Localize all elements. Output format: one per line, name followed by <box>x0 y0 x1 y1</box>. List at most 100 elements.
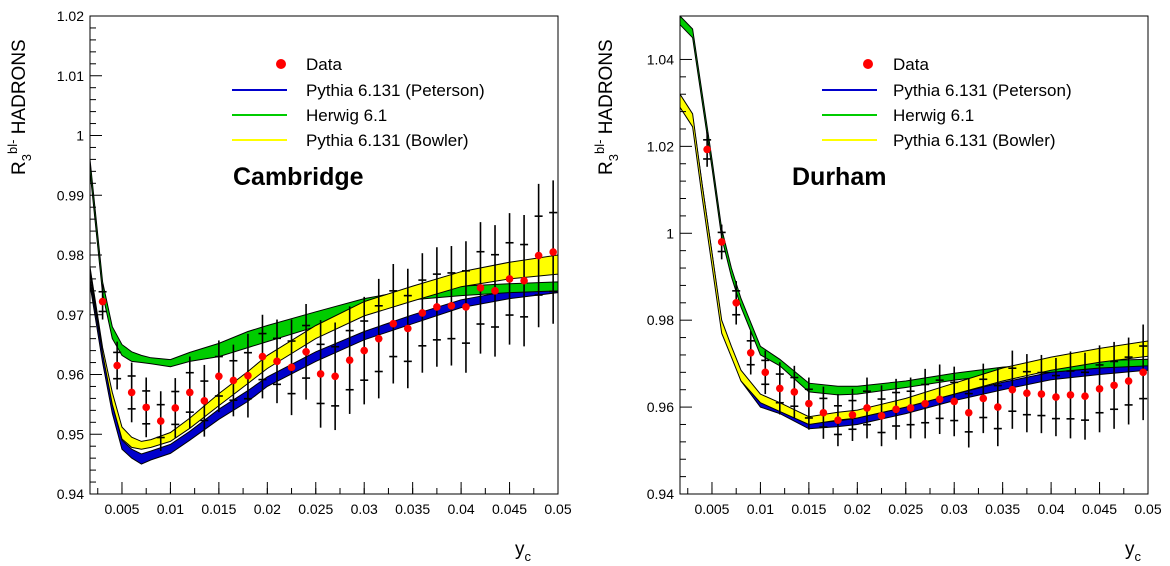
legend-label-peterson: Pythia 6.131 (Peterson) <box>893 81 1072 100</box>
x-tick-label: 0.01 <box>747 501 774 517</box>
data-point <box>461 241 470 373</box>
data-point <box>476 222 485 354</box>
band-herwig <box>90 159 558 368</box>
data-point <box>1066 351 1075 439</box>
x-tick-label: 0.01 <box>157 501 184 517</box>
legend-data-marker <box>276 59 286 69</box>
y-tick-label: 0.96 <box>647 399 674 415</box>
data-point <box>819 386 828 439</box>
x-tick-label: 0.035 <box>395 501 430 517</box>
axis-ticks: 0.005 0.01 0.015 0.02 0.025 0.03 0.035 0.04 0.04… <box>57 8 572 517</box>
y-tick-label: 0.94 <box>647 486 674 502</box>
data-point <box>717 224 726 260</box>
data-point <box>258 314 267 399</box>
y-axis-label: R3bl- HADRONS <box>592 39 621 175</box>
data-point <box>403 268 412 389</box>
x-tick-label: 0.05 <box>1134 501 1161 517</box>
band-pythia-peterson <box>90 278 558 465</box>
x-tick-label: 0.02 <box>844 501 871 517</box>
data-point <box>316 320 325 428</box>
data-point <box>950 366 959 437</box>
data-point <box>432 247 441 367</box>
data-point <box>127 362 136 423</box>
legend-label-data: Data <box>893 55 929 74</box>
data-point <box>804 377 813 430</box>
durham-panel: 0.005 0.01 0.015 0.02 0.025 0.03 0.035 0.04 0.04… <box>592 15 1162 564</box>
data-point <box>1008 350 1017 429</box>
data-point <box>892 378 901 440</box>
y-tick-label: 0.95 <box>57 426 84 442</box>
legend-label-data: Data <box>306 55 342 74</box>
y-tick-label: 0.96 <box>57 367 84 383</box>
x-tick-label: 0.015 <box>791 501 826 517</box>
data-point <box>1124 337 1133 425</box>
cambridge-panel: 0.005 0.01 0.015 0.02 0.025 0.03 0.035 0.04 0.04… <box>5 8 572 564</box>
x-tick-label: 0.035 <box>985 501 1020 517</box>
data-point <box>964 377 973 448</box>
data-point <box>520 214 529 347</box>
y-tick-label: 0.97 <box>57 307 84 323</box>
data-point <box>374 278 383 399</box>
chart-title: Durham <box>792 163 886 191</box>
x-tick-label: 0.045 <box>1082 501 1117 517</box>
y-tick-label: 0.94 <box>57 486 84 502</box>
data-point <box>491 225 500 357</box>
x-tick-label: 0.025 <box>298 501 333 517</box>
data-point <box>98 283 107 320</box>
mc-bands <box>90 159 558 465</box>
data-point <box>302 303 311 400</box>
data-point <box>877 385 886 447</box>
x-tick-label: 0.03 <box>941 501 968 517</box>
data-points <box>98 180 558 451</box>
data-point <box>993 367 1002 447</box>
y-axis-label: R3bl- HADRONS <box>5 39 34 175</box>
x-tick-label: 0.045 <box>492 501 527 517</box>
data-point <box>418 253 427 373</box>
data-point <box>200 364 209 437</box>
y-tick-label: 1 <box>666 225 674 241</box>
data-point <box>389 263 398 384</box>
data-point <box>935 364 944 435</box>
x-tick-label: 0.04 <box>447 501 474 517</box>
data-point <box>848 388 857 441</box>
data-point <box>703 132 712 167</box>
data-point <box>833 394 842 447</box>
y-tick-label: 1.04 <box>647 51 674 67</box>
data-point <box>1022 354 1031 433</box>
x-tick-label: 0.03 <box>351 501 378 517</box>
data-points <box>703 132 1148 448</box>
data-point <box>360 296 369 405</box>
data-point <box>273 319 282 404</box>
band-pythia-bowler <box>680 93 1148 426</box>
band-herwig <box>680 16 1148 396</box>
data-point <box>113 341 122 390</box>
x-axis-label: yc <box>1125 539 1142 564</box>
data-point <box>287 319 296 416</box>
x-tick-label: 0.02 <box>254 501 281 517</box>
x-tick-label: 0.04 <box>1037 501 1064 517</box>
data-point <box>447 246 456 366</box>
data-point <box>746 331 755 375</box>
legend: Data Pythia 6.131 (Peterson) Herwig 6.1 … <box>232 55 485 150</box>
data-point <box>775 362 784 415</box>
mc-bands <box>680 16 1148 430</box>
data-point <box>345 306 354 414</box>
legend-label-peterson: Pythia 6.131 (Peterson) <box>306 81 485 100</box>
data-point <box>1081 352 1090 440</box>
x-tick-label: 0.05 <box>544 501 571 517</box>
y-tick-label: 0.99 <box>57 187 84 203</box>
data-point <box>979 363 988 434</box>
data-point <box>214 340 223 413</box>
data-point <box>1037 354 1046 434</box>
data-point <box>906 377 915 439</box>
y-tick-label: 1.01 <box>57 68 84 84</box>
data-point <box>549 180 558 324</box>
data-point <box>229 344 238 417</box>
legend: Data Pythia 6.131 (Peterson) Herwig 6.1 … <box>822 55 1072 150</box>
data-point <box>732 281 741 325</box>
chart-title: Cambridge <box>233 163 364 191</box>
data-point <box>243 333 252 418</box>
data-point <box>156 391 165 451</box>
x-axis-label: yc <box>515 539 532 564</box>
